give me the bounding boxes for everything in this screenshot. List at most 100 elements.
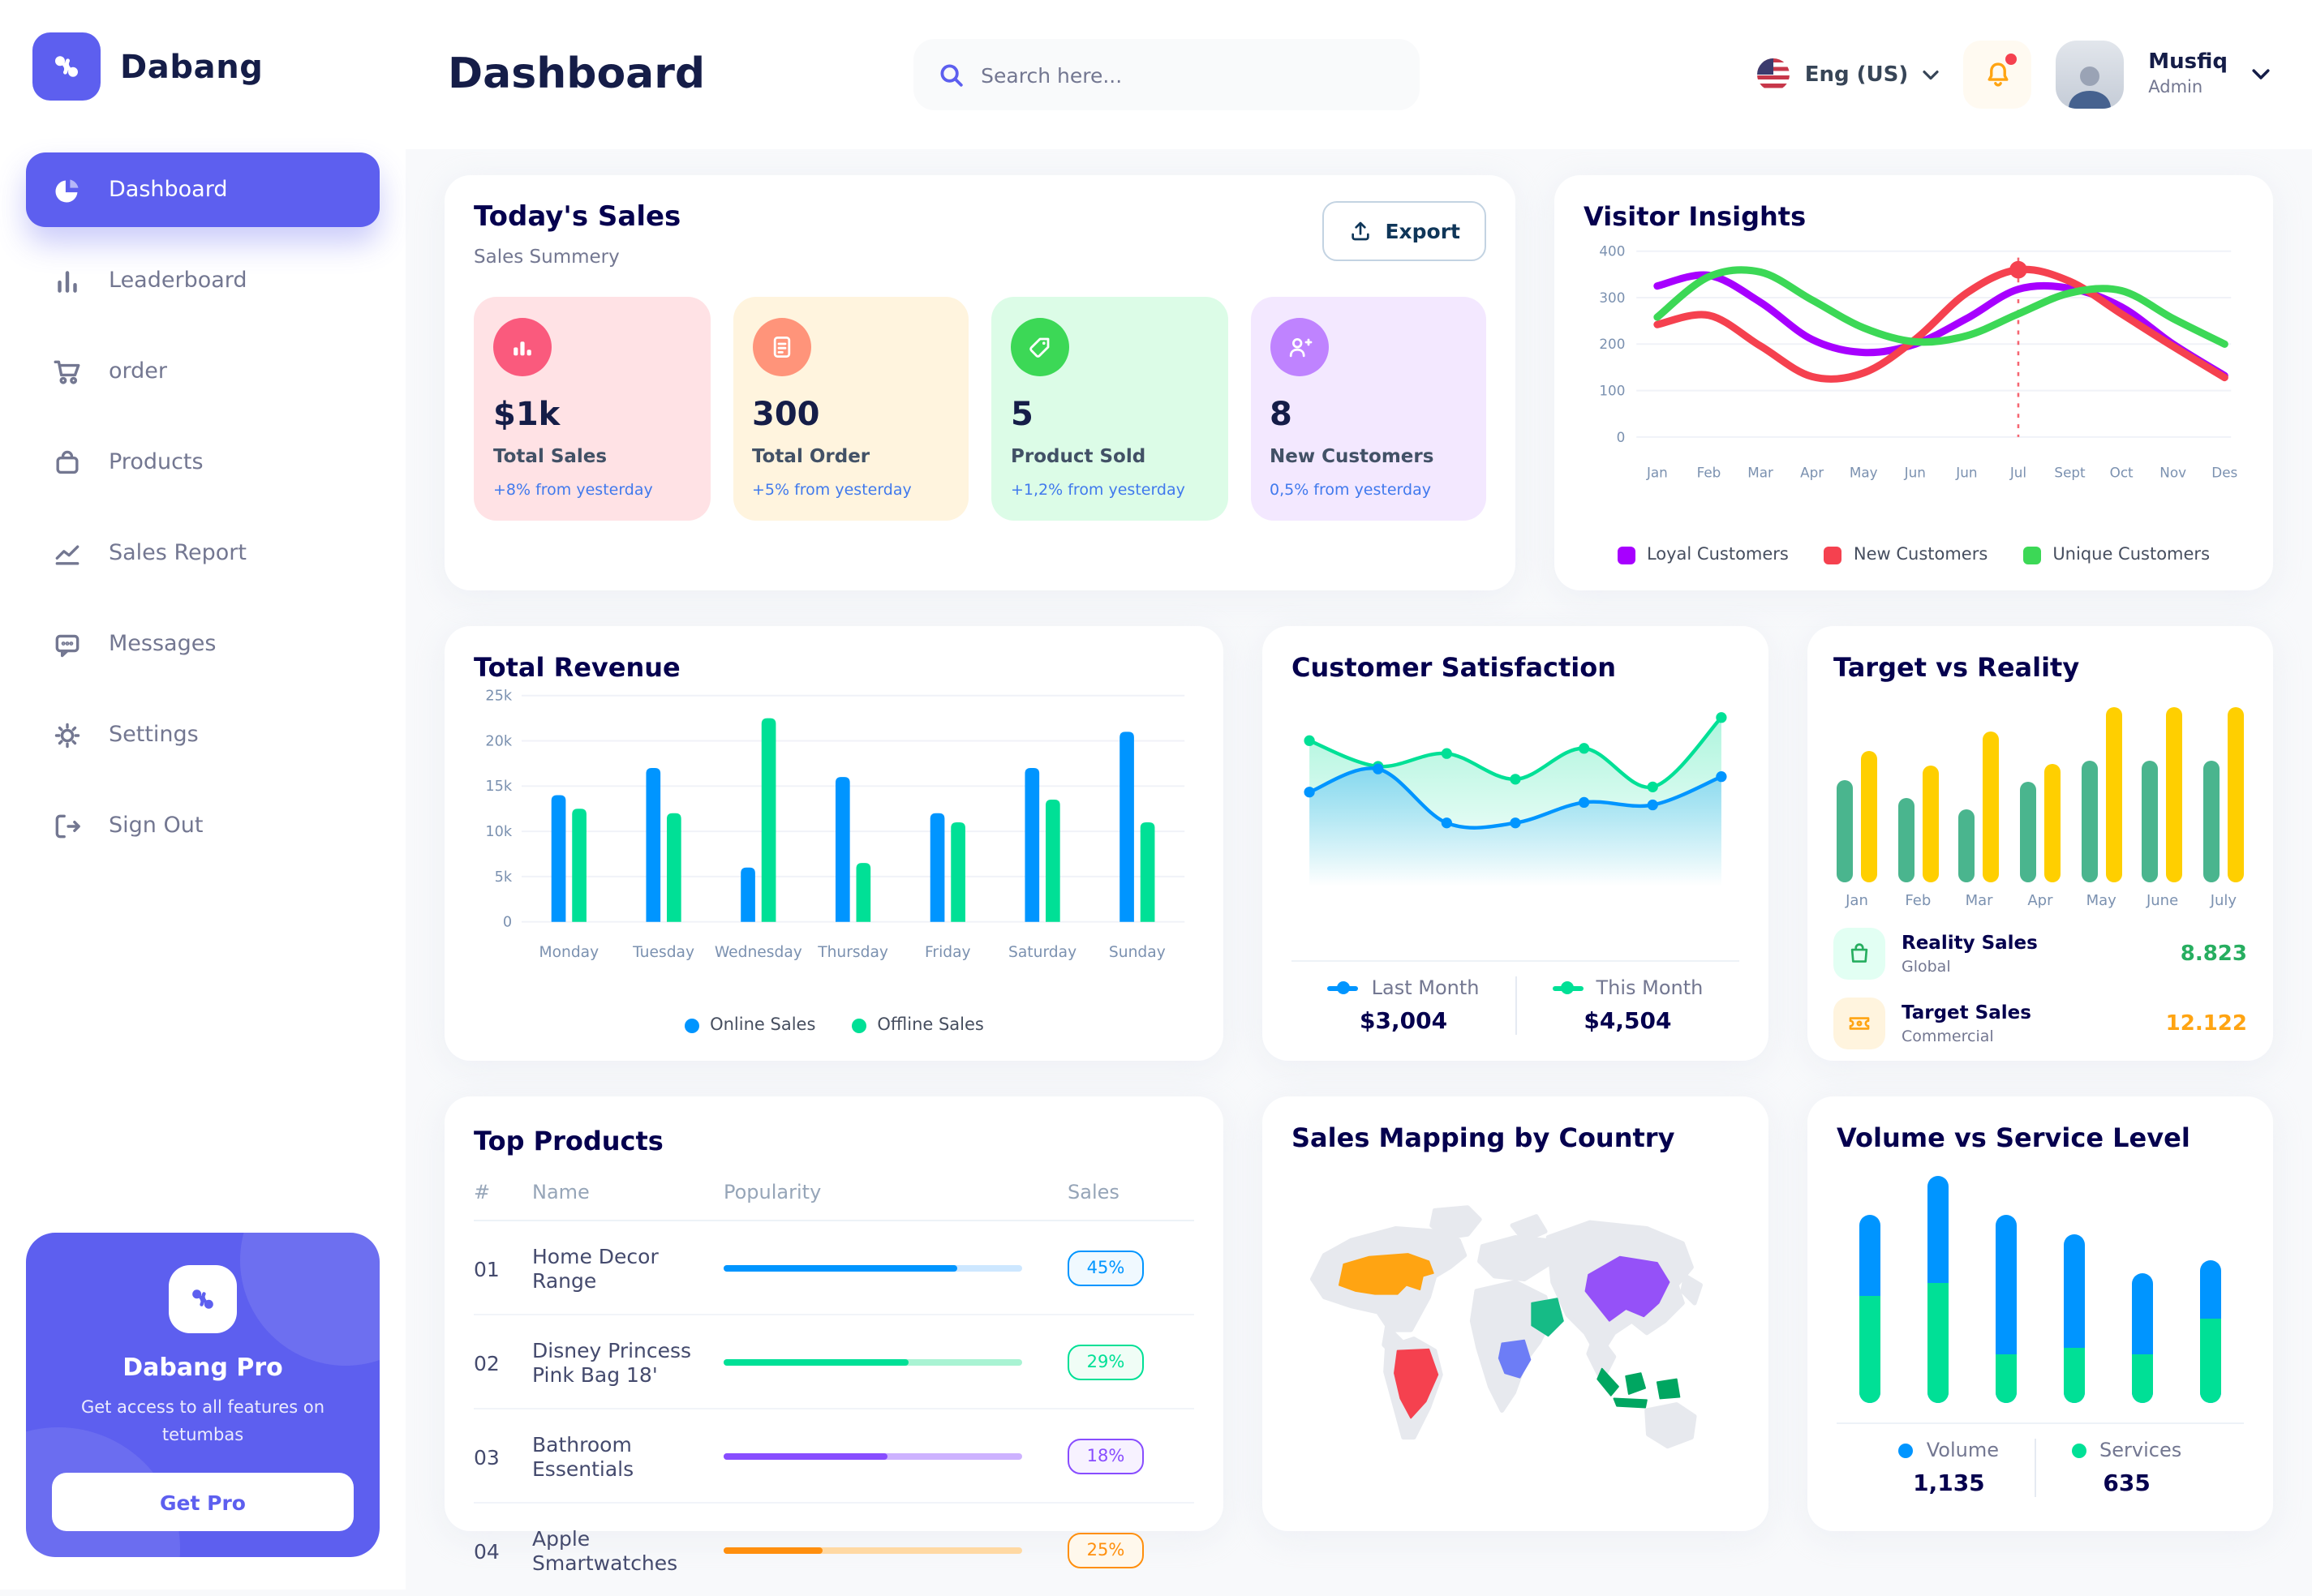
sidebar: Dabang Dashboard Leaderboard order [0, 0, 406, 1590]
divider [1291, 960, 1739, 962]
map-country-united-states [1338, 1253, 1434, 1295]
svg-text:Thursday: Thursday [817, 944, 888, 961]
stacked-bar [1859, 1215, 1880, 1403]
chevron-down-icon [1923, 70, 1939, 79]
top-products-panel: Top Products # Name Popularity Sales 01 … [445, 1096, 1223, 1575]
svg-text:May: May [1850, 464, 1878, 480]
promo-text: Get access to all features on tetumbas [80, 1398, 325, 1446]
sidebar-item-products[interactable]: Products [26, 425, 380, 500]
svg-text:400: 400 [1599, 243, 1625, 260]
legend-item: Loyal Customers [1617, 545, 1789, 564]
sidebar-item-order[interactable]: order [26, 334, 380, 409]
svg-text:Saturday: Saturday [1008, 944, 1076, 961]
sidebar-item-label: Products [109, 449, 204, 475]
sales-badge: 25% [1068, 1533, 1144, 1568]
sidebar-item-messages[interactable]: Messages [26, 607, 380, 681]
legend-item: Volume 1,135 [1863, 1439, 2035, 1497]
svg-text:Nov: Nov [2159, 464, 2186, 480]
stacked-bar [1927, 1176, 1949, 1403]
legend-swatch [2023, 546, 2042, 564]
legend-item-target-sales: Target Sales Commercial 12.122 [1833, 998, 2247, 1049]
volume-vs-service-legend: Volume 1,135 Services 635 [1837, 1439, 2244, 1497]
legend-dot [684, 1018, 699, 1032]
table-row: 03 Bathroom Essentials 18% [474, 1409, 1194, 1504]
file-icon [752, 318, 810, 376]
svg-text:Feb: Feb [1697, 464, 1721, 480]
gear-icon [50, 719, 83, 751]
sidebar-item-settings[interactable]: Settings [26, 697, 380, 772]
svg-text:0: 0 [1617, 429, 1626, 445]
sales-mapping-panel: Sales Mapping by Country [1262, 1096, 1768, 1531]
avatar[interactable] [2056, 41, 2125, 109]
volume-vs-service-panel: Volume vs Service Level Volume 1,135 Ser… [1807, 1096, 2273, 1531]
cart-icon [50, 355, 83, 388]
sidebar-item-sales-report[interactable]: Sales Report [26, 516, 380, 590]
panel-title: Visitor Insights [1584, 201, 1807, 232]
sidebar-item-label: Sign Out [109, 813, 204, 839]
top-header: Dashboard Eng (US) [406, 0, 2312, 149]
customer-satisfaction-chart [1291, 689, 1739, 947]
sales-badge: 18% [1068, 1439, 1144, 1474]
sidebar-item-label: Sales Report [109, 540, 247, 566]
sales-badge: 29% [1068, 1345, 1144, 1380]
svg-text:300: 300 [1599, 290, 1625, 306]
promo-logo-icon [169, 1265, 237, 1334]
table-row: 04 Apple Smartwatches 25% [474, 1504, 1194, 1596]
stacked-bar [1996, 1215, 2017, 1403]
svg-text:15k: 15k [485, 779, 512, 795]
pie-chart-icon [50, 174, 83, 206]
todays-sales-panel: Today's Sales Sales Summery Export [445, 175, 1515, 590]
sidebar-item-label: Messages [109, 631, 217, 657]
brand-logo-icon [32, 32, 101, 101]
export-icon [1351, 221, 1369, 241]
sidebar-item-sign-out[interactable]: Sign Out [26, 788, 380, 863]
svg-text:Tuesday: Tuesday [632, 944, 694, 961]
legend-swatch [1824, 546, 1842, 564]
language-selector[interactable]: Eng (US) [1757, 58, 1940, 91]
svg-text:Mar: Mar [1747, 464, 1773, 480]
search-input[interactable] [981, 62, 1395, 87]
svg-text:10k: 10k [485, 824, 512, 840]
sidebar-item-dashboard[interactable]: Dashboard [26, 152, 380, 227]
svg-text:Apr: Apr [1800, 464, 1824, 480]
legend-item: Online Sales [684, 1015, 815, 1035]
page-title: Dashboard [448, 50, 706, 99]
target-vs-reality-panel: Target vs Reality Jan Feb Mar Apr May June Jul… [1807, 626, 2273, 1061]
map-country-china [1584, 1255, 1670, 1322]
sidebar-item-leaderboard[interactable]: Leaderboard [26, 243, 380, 318]
get-pro-button[interactable]: Get Pro [52, 1473, 354, 1531]
svg-text:Sunday: Sunday [1109, 944, 1166, 961]
panel-title: Today's Sales [474, 201, 681, 234]
bar-stats-icon [493, 318, 552, 376]
table-row: 01 Home Decor Range 45% [474, 1221, 1194, 1315]
shopping-bag-icon [1833, 928, 1885, 980]
svg-text:Wednesday: Wednesday [715, 944, 802, 961]
brand: Dabang [26, 29, 380, 104]
total-revenue-legend: Online Sales Offline Sales [474, 1015, 1194, 1035]
line-chart-icon [50, 537, 83, 569]
sign-out-icon [50, 809, 83, 842]
svg-text:25k: 25k [485, 689, 512, 705]
user-menu-chevron[interactable] [2252, 68, 2270, 81]
map-land [1310, 1205, 1703, 1449]
sales-badge: 45% [1068, 1251, 1144, 1286]
panel-title: Total Revenue [474, 652, 681, 683]
person-icon [2069, 66, 2112, 109]
svg-text:Oct: Oct [2110, 464, 2134, 480]
svg-text:0: 0 [503, 915, 512, 931]
legend-line-dot [1327, 985, 1359, 990]
panel-subtitle: Sales Summery [474, 245, 620, 268]
search-icon [937, 61, 965, 88]
chat-icon [50, 628, 83, 660]
divider [1837, 1422, 2244, 1424]
panel-title: Target vs Reality [1833, 652, 2080, 683]
tag-icon [1011, 318, 1069, 376]
export-button[interactable]: Export [1321, 201, 1486, 261]
panel-title: Sales Mapping by Country [1291, 1122, 1675, 1153]
sidebar-item-label: order [109, 358, 167, 384]
language-label: Eng (US) [1804, 62, 1909, 87]
stat-card-product-sold: 5 Product Sold +1,2% from yesterday [991, 297, 1227, 521]
popularity-bar [724, 1547, 1022, 1554]
visitor-insights-legend: Loyal Customers New Customers Unique Cus… [1584, 545, 2244, 564]
notification-bell[interactable] [1963, 41, 2032, 109]
